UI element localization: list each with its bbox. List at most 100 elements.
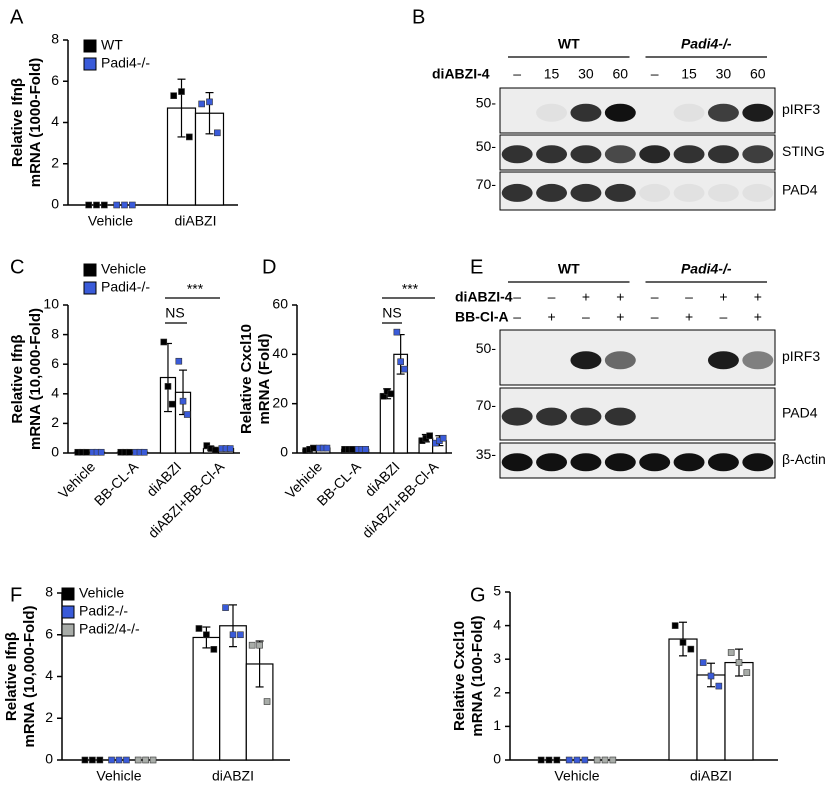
blot-band (707, 183, 739, 202)
lane-label: + (547, 309, 555, 325)
significance-label: NS (382, 305, 401, 321)
blot-band (604, 145, 636, 164)
lane-label: 15 (681, 66, 697, 82)
data-point (134, 756, 142, 764)
y-tick-label: 1 (493, 717, 501, 733)
group-label: WT (558, 36, 580, 52)
data-point (96, 756, 104, 764)
data-point (222, 604, 229, 611)
data-point (81, 756, 89, 764)
lane-label: 60 (750, 66, 766, 82)
y-axis-label: mRNA (10,000-Fold) (27, 308, 44, 450)
lane-label: – (685, 289, 693, 305)
blot-band (673, 453, 705, 472)
legend-label: Padi2/4-/- (79, 621, 140, 637)
data-point (211, 446, 219, 454)
y-tick-label: 6 (45, 625, 53, 641)
data-point (125, 448, 133, 456)
legend-swatch (61, 587, 75, 601)
data-point (601, 756, 609, 764)
lane-label: – (651, 309, 659, 325)
lane-label: – (651, 66, 659, 82)
legend-swatch (83, 263, 97, 277)
data-point (573, 756, 581, 764)
y-tick-label: 3 (493, 650, 501, 666)
blot-band (501, 145, 533, 164)
panel-label: F (10, 584, 22, 606)
blot-band (604, 103, 636, 122)
error-bar (679, 621, 687, 657)
data-point (687, 645, 695, 653)
mw-marker: 70- (476, 176, 497, 192)
data-point (348, 445, 356, 453)
data-point (123, 756, 130, 764)
significance-label: *** (402, 281, 419, 297)
data-point (164, 383, 172, 390)
blot-band (536, 407, 568, 426)
blot-label: pIRF3 (782, 101, 820, 117)
y-tick-label: 8 (51, 31, 59, 47)
data-point (142, 756, 149, 764)
data-point (85, 201, 92, 209)
blot-band (570, 183, 602, 202)
y-tick-label: 20 (272, 394, 288, 410)
lane-label: – (582, 309, 590, 325)
data-point (206, 98, 213, 106)
blot-label: PAD4 (782, 405, 818, 421)
blot-band (604, 407, 636, 426)
data-point (198, 100, 205, 108)
lane-label: 60 (613, 66, 629, 82)
data-point (439, 434, 447, 442)
data-point (168, 400, 176, 408)
data-point (214, 129, 221, 137)
significance-label: *** (187, 281, 204, 297)
mw-marker: 50- (476, 94, 497, 110)
data-point (609, 756, 617, 764)
data-point (89, 756, 96, 764)
data-point (175, 357, 183, 365)
lane-label: – (651, 289, 659, 305)
lane-row-label: diABZI-4 (432, 66, 490, 82)
x-tick-label: diABZI (174, 213, 216, 229)
y-axis-label: Relative Ifnβ (9, 334, 26, 423)
data-point (203, 631, 210, 639)
y-tick-label: 2 (493, 684, 501, 700)
data-point (195, 625, 203, 632)
legend-swatch (83, 57, 97, 71)
bar (379, 393, 395, 454)
legend-swatch (61, 605, 75, 619)
data-point (553, 756, 561, 764)
data-point (397, 358, 404, 366)
y-tick-label: 6 (51, 72, 59, 88)
x-tick-label: diABZI (212, 768, 254, 784)
blot-band (742, 351, 774, 370)
group-label: Padi4-/- (681, 261, 732, 277)
x-tick-label: BB-CL-A (313, 458, 364, 509)
data-point (387, 390, 395, 398)
mw-marker: 70- (476, 397, 497, 413)
panel-label: G (470, 584, 486, 606)
x-tick-label: Vehicle (88, 213, 133, 229)
blot-band (536, 103, 568, 122)
error-bar (229, 604, 237, 648)
legend-swatch (83, 39, 97, 53)
y-axis-label: Relative Cxcl10 (238, 324, 255, 434)
blot-band (742, 145, 774, 164)
y-tick-label: 2 (51, 414, 59, 430)
x-tick-label: diABZI+BB-Cl-A (145, 458, 228, 541)
blot-band (604, 351, 636, 370)
blot-band (707, 103, 739, 122)
panel-label: E (470, 256, 483, 278)
data-point (237, 631, 244, 639)
blot-band (707, 453, 739, 472)
lane-label: + (685, 309, 693, 325)
blot-band (673, 183, 705, 202)
blot-band (639, 183, 671, 202)
y-tick-label: 2 (51, 154, 59, 170)
lane-label: + (582, 289, 590, 305)
y-axis-label: mRNA (1000-Fold) (27, 58, 44, 187)
data-point (743, 669, 751, 676)
data-point (537, 756, 545, 764)
blot-band (536, 183, 568, 202)
legend-swatch (83, 281, 97, 295)
